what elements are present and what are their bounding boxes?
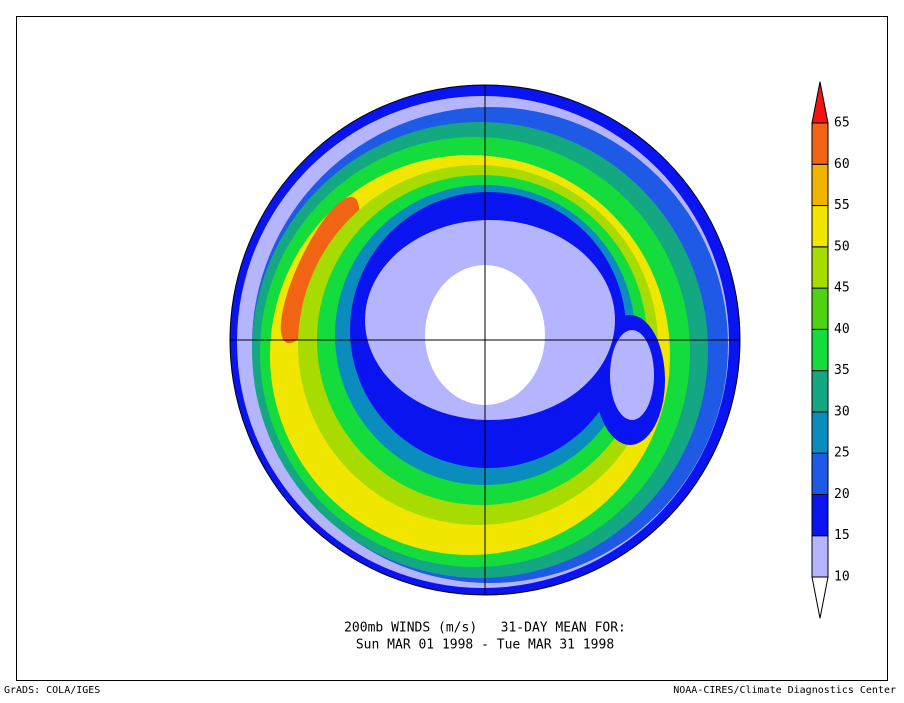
colorbar-label: 50 — [834, 239, 850, 254]
colorbar-label: 25 — [834, 446, 850, 461]
colorbar-label: 15 — [834, 528, 850, 543]
colorbar-segment — [811, 411, 829, 454]
colorbar-segment — [811, 493, 829, 537]
colorbar-under — [811, 576, 829, 619]
colorbar-segment — [811, 163, 829, 207]
colorbar-segment — [811, 370, 829, 413]
colorbar-label: 10 — [834, 570, 850, 585]
colorbar-label: 30 — [834, 404, 850, 419]
title-line: Sun MAR 01 1998 - Tue MAR 31 1998 — [356, 638, 614, 653]
polar-map — [230, 85, 740, 595]
colorbar-segment — [811, 535, 829, 578]
title-line: 200mb WINDS (m/s) 31-DAY MEAN FOR: — [344, 621, 626, 636]
colorbar-segment — [811, 122, 829, 165]
colorbar-label: 45 — [834, 281, 850, 296]
colorbar-segment — [811, 205, 829, 248]
colorbar-segment — [811, 452, 829, 495]
colorbar-segment — [811, 287, 829, 330]
frame — [16, 16, 888, 681]
colorbar-segment — [811, 246, 829, 289]
colorbar-label: 35 — [834, 363, 850, 378]
colorbar-label: 60 — [834, 157, 850, 172]
colorbar-label: 55 — [834, 198, 850, 213]
footer-right: NOAA-CIRES/Climate Diagnostics Center — [673, 685, 896, 696]
footer-left: GrADS: COLA/IGES — [4, 685, 100, 696]
colorbar-segment — [811, 328, 829, 372]
colorbar-label: 40 — [834, 322, 850, 337]
colorbar: 10 15 20 25 30 35 40 45 50 55 60 65 — [811, 81, 850, 619]
colorbar-label: 20 — [834, 487, 850, 502]
colorbar-over — [811, 81, 829, 124]
colorbar-label: 65 — [834, 116, 850, 131]
